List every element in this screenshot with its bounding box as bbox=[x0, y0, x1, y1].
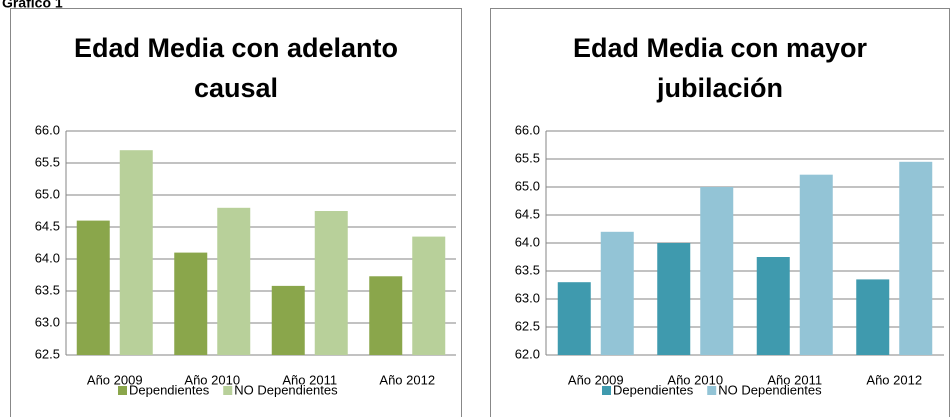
legend-swatch bbox=[602, 386, 611, 395]
bar bbox=[119, 150, 153, 355]
chart-title: Edad Media con adelanto bbox=[74, 33, 398, 63]
y-tick-label: 62.5 bbox=[515, 318, 540, 333]
y-tick-label: 63.5 bbox=[515, 262, 540, 277]
legend-swatch bbox=[707, 386, 717, 395]
bar bbox=[217, 207, 251, 355]
bar bbox=[557, 282, 591, 355]
bar bbox=[174, 252, 208, 355]
legend-label: NO Dependientes bbox=[234, 382, 338, 397]
y-tick-label: 62.0 bbox=[515, 346, 540, 361]
bar bbox=[76, 220, 110, 355]
y-tick-label: 65.0 bbox=[35, 186, 60, 201]
legend-swatch bbox=[118, 386, 127, 395]
bar bbox=[799, 174, 833, 355]
x-tick-label: Año 2010 bbox=[184, 372, 240, 387]
y-tick-label: 64.0 bbox=[515, 234, 540, 249]
chart-title: jubilación bbox=[656, 73, 783, 103]
bar bbox=[314, 211, 348, 355]
x-tick-label: Año 2009 bbox=[87, 372, 143, 387]
bar bbox=[369, 276, 403, 355]
y-tick-label: 65.0 bbox=[515, 178, 540, 193]
y-tick-label: 63.0 bbox=[515, 290, 540, 305]
y-tick-label: 66.0 bbox=[35, 122, 60, 137]
bar bbox=[700, 187, 734, 355]
legend-swatch bbox=[223, 386, 233, 395]
x-tick-label: Año 2012 bbox=[379, 372, 435, 387]
chart-title: causal bbox=[194, 73, 278, 103]
bar bbox=[600, 231, 634, 355]
legend-label: Dependientes bbox=[129, 382, 210, 397]
y-tick-label: 63.0 bbox=[35, 314, 60, 329]
y-tick-label: 65.5 bbox=[515, 150, 540, 165]
legend-label: NO Dependientes bbox=[718, 382, 822, 397]
bar bbox=[412, 236, 446, 355]
y-tick-label: 64.0 bbox=[35, 250, 60, 265]
bar bbox=[899, 161, 933, 355]
chart-frame bbox=[10, 8, 462, 417]
y-tick-label: 63.5 bbox=[35, 282, 60, 297]
x-tick-label: Año 2010 bbox=[667, 372, 723, 387]
x-tick-label: Año 2009 bbox=[568, 372, 624, 387]
x-tick-label: Año 2012 bbox=[866, 372, 922, 387]
x-tick-label: Año 2011 bbox=[767, 372, 822, 387]
x-tick-label: Año 2011 bbox=[282, 372, 337, 387]
y-tick-label: 65.5 bbox=[35, 154, 60, 169]
y-tick-label: 64.5 bbox=[35, 218, 60, 233]
bar bbox=[657, 243, 691, 355]
y-tick-label: 66.0 bbox=[515, 122, 540, 137]
header: Gráfico 1 bbox=[2, 0, 63, 11]
chart-frame bbox=[490, 8, 950, 417]
y-tick-label: 62.5 bbox=[35, 346, 60, 361]
bar bbox=[271, 285, 305, 355]
chart-title: Edad Media con mayor bbox=[573, 33, 868, 63]
y-tick-label: 64.5 bbox=[515, 206, 540, 221]
bar bbox=[756, 257, 790, 355]
legend-label: Dependientes bbox=[613, 382, 694, 397]
bar bbox=[856, 279, 890, 355]
